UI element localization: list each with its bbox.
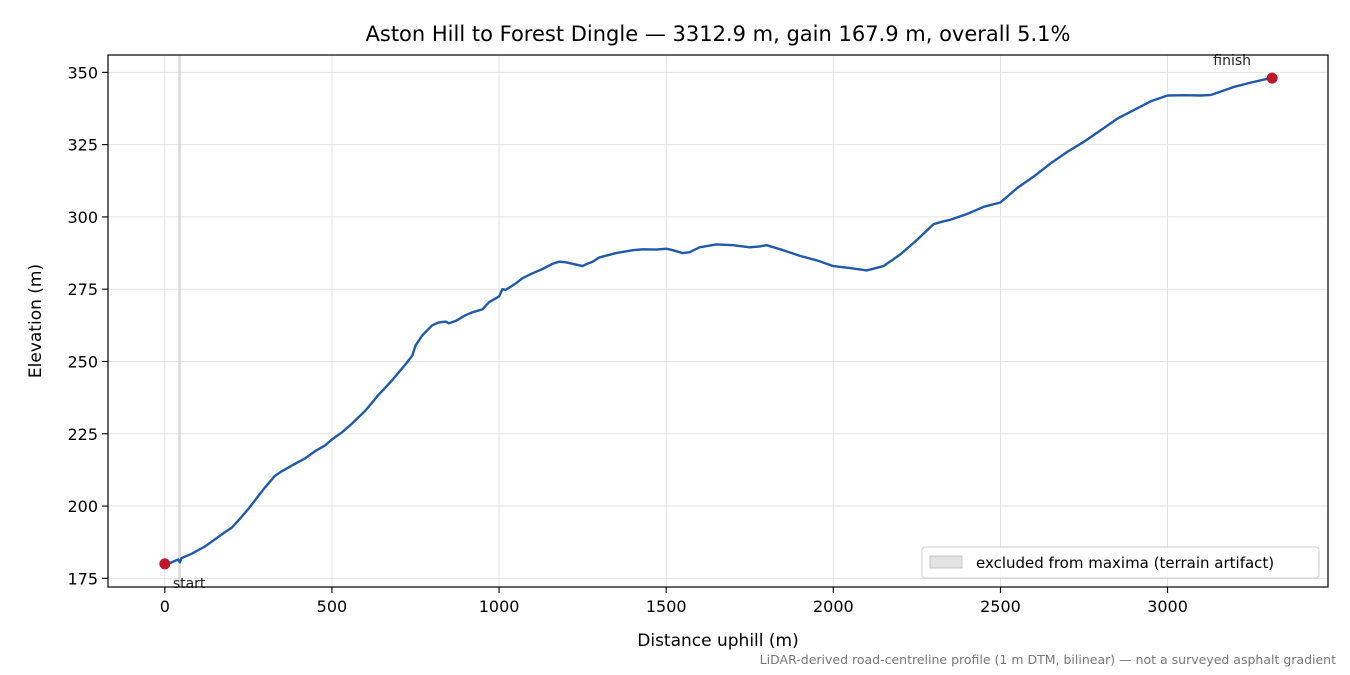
footnote: LiDAR-derived road-centreline profile (1…: [760, 652, 1336, 667]
x-tick-label: 2500: [980, 597, 1021, 616]
plot-frame: [107, 54, 1329, 588]
legend-box: [921, 546, 1320, 579]
x-tick-label: 0: [160, 597, 170, 616]
series-layer: [163, 76, 1274, 566]
y-tick-label: 225: [67, 425, 98, 444]
y-tick-label: 200: [67, 497, 98, 516]
x-tick-label: 1500: [646, 597, 687, 616]
grid-layer: [108, 55, 1328, 587]
endpoint-layer: start finish: [159, 53, 1278, 592]
finish-label: finish: [1213, 53, 1251, 69]
legend-swatch-excluded: [929, 555, 963, 569]
y-tick-label: 300: [67, 208, 98, 227]
chart-title: Aston Hill to Forest Dingle — 3312.9 m, …: [366, 22, 1071, 46]
elevation-profile-line: [163, 76, 1274, 566]
y-axis-label: Elevation (m): [26, 264, 46, 378]
excluded-region-band: [178, 55, 181, 587]
x-tick-label: 1000: [479, 597, 520, 616]
legend: excluded from maxima (terrain artifact): [921, 546, 1320, 579]
y-tick-label: 325: [67, 136, 98, 155]
legend-entry-excluded: excluded from maxima (terrain artifact): [976, 554, 1274, 572]
plot-area: [108, 55, 1328, 587]
finish-point: [1266, 72, 1278, 84]
x-tick-label: 3000: [1147, 597, 1188, 616]
y-tick-label: 275: [67, 280, 98, 299]
x-axis-label: Distance uphill (m): [637, 631, 798, 651]
x-tick-label: 2000: [813, 597, 854, 616]
excluded-band-layer: [178, 55, 181, 587]
y-tick-label: 350: [67, 63, 98, 82]
y-tick-label: 175: [67, 569, 98, 588]
start-point: [159, 558, 171, 570]
y-tick-label: 250: [67, 352, 98, 371]
x-tick-label: 500: [317, 597, 348, 616]
tick-layer: 0 500 1000 1500 2000 2500 3000 175 200 225 250 275 3…: [67, 63, 1187, 616]
start-label: start: [173, 576, 206, 592]
